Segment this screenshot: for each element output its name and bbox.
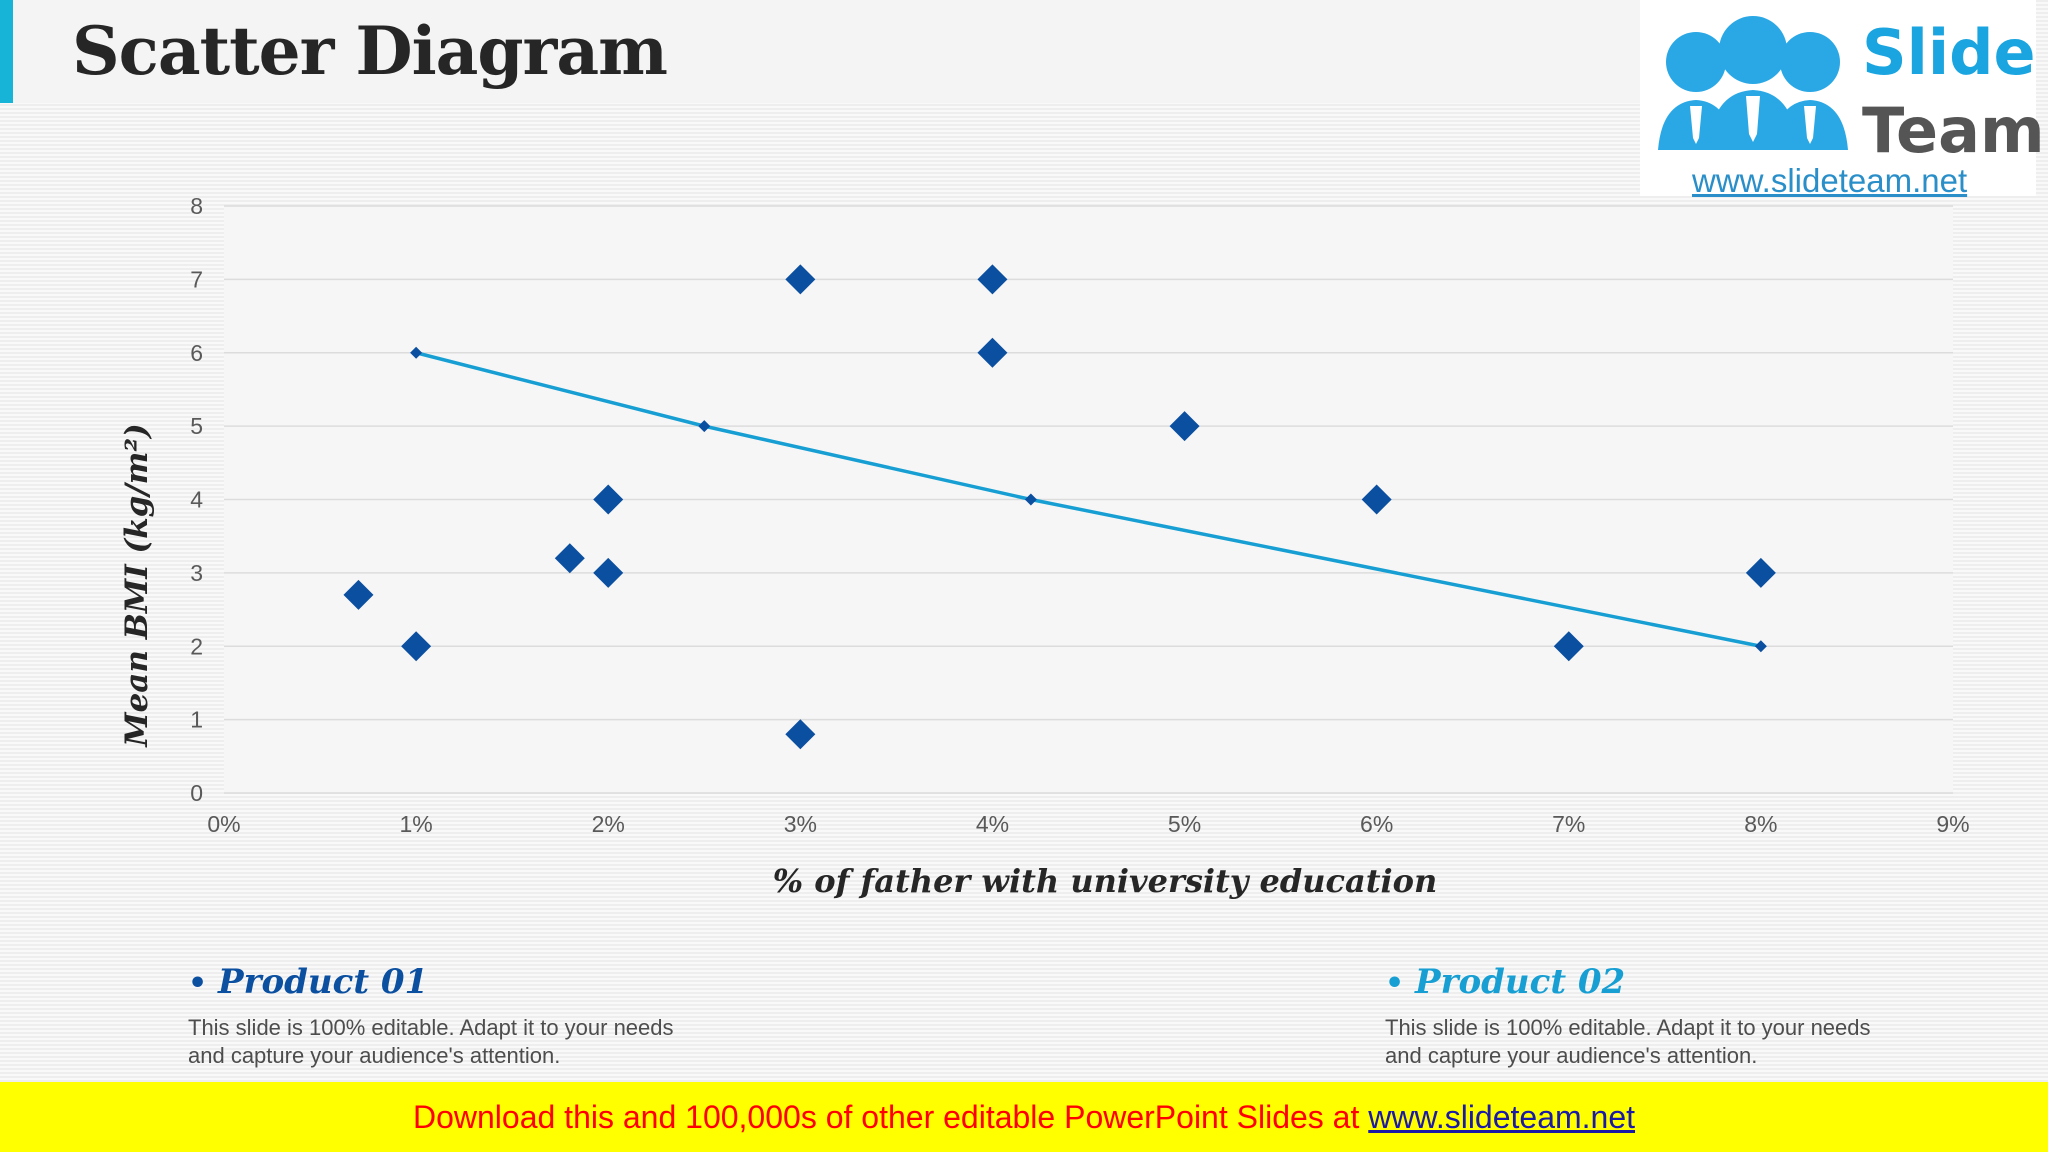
scatter-point [1169, 411, 1200, 442]
chart-series [343, 264, 1776, 750]
scatter-point [977, 337, 1008, 368]
y-tick-label: 8 [190, 193, 203, 219]
legend-item-product-01: • Product 01 This slide is 100% editable.… [188, 962, 708, 1070]
x-tick-label: 5% [1168, 811, 1201, 837]
x-tick-label: 1% [399, 811, 432, 837]
grid-lines [224, 205, 1953, 794]
scatter-point [1745, 557, 1776, 588]
legend-label-product-02: Product 02 [1415, 962, 1626, 1002]
y-tick-label: 5 [190, 413, 203, 439]
line-point-marker [698, 420, 711, 433]
legend-label-product-01: Product 01 [218, 962, 429, 1002]
legend-description-product-01: This slide is 100% editable. Adapt it to… [188, 1015, 674, 1068]
line-point-marker [410, 346, 423, 359]
y-tick-labels: 0 1 2 3 4 5 6 7 8 [190, 193, 203, 806]
line-point-marker [1024, 493, 1037, 506]
scatter-chart: 0 1 2 3 4 5 6 7 8 0% 1% 2% 3% 4% 5% 6% 7% 8% 9% Mean BMI … [119, 193, 1970, 900]
banner-link[interactable]: www.slideteam.net [1368, 1099, 1636, 1135]
people-icon [1658, 16, 1848, 150]
y-axis-title: Mean BMI (kg/m²) [119, 423, 155, 747]
x-axis-title: % of father with university education [773, 862, 1438, 900]
y-tick-label: 3 [190, 560, 203, 586]
x-tick-labels: 0% 1% 2% 3% 4% 5% 6% 7% 8% 9% [207, 811, 1969, 837]
title-accent-bar [0, 0, 13, 103]
legend-description-product-02: This slide is 100% editable. Adapt it to… [1385, 1015, 1871, 1068]
title-band [0, 0, 1640, 103]
series-line-2 [415, 351, 1762, 648]
y-tick-label: 7 [190, 266, 203, 292]
scatter-point [1361, 484, 1392, 515]
line-point-marker [1754, 640, 1767, 653]
banner-text: Download this and 100,000s of other edit… [412, 1099, 1369, 1135]
x-tick-label: 4% [976, 811, 1009, 837]
x-tick-label: 9% [1936, 811, 1969, 837]
scatter-point [401, 631, 432, 662]
y-tick-label: 4 [190, 487, 203, 513]
logo-word-team: Team [1862, 94, 2045, 167]
legend-title-product-01: • Product 01 [188, 962, 708, 1004]
scatter-point [785, 264, 816, 295]
logo-word-slide: Slide [1862, 16, 2036, 89]
scatter-point [977, 264, 1008, 295]
scatter-point [554, 543, 585, 574]
slideteam-logo[interactable]: Slide Team www.slideteam.net [1640, 0, 2045, 199]
bullet-icon: • [1385, 966, 1405, 1001]
x-tick-label: 6% [1360, 811, 1393, 837]
y-tick-label: 0 [190, 780, 203, 806]
x-tick-label: 8% [1744, 811, 1777, 837]
bullet-icon: • [188, 966, 208, 1001]
legend-item-product-02: • Product 02 This slide is 100% editable.… [1385, 962, 1905, 1070]
scatter-point [593, 484, 624, 515]
scatter-point [343, 579, 374, 610]
x-tick-label: 3% [784, 811, 817, 837]
slide-title: Scatter Diagram [72, 12, 668, 90]
x-tick-label: 0% [207, 811, 240, 837]
y-tick-label: 6 [190, 340, 203, 366]
x-tick-label: 7% [1552, 811, 1585, 837]
legend-title-product-02: • Product 02 [1385, 962, 1905, 1004]
download-banner: Download this and 100,000s of other edit… [0, 1082, 2048, 1152]
scatter-point [593, 557, 624, 588]
x-tick-label: 2% [592, 811, 625, 837]
logo-url-link[interactable]: www.slideteam.net [1692, 162, 1968, 199]
scatter-point [1553, 631, 1584, 662]
y-tick-label: 1 [190, 707, 203, 733]
y-tick-label: 2 [190, 633, 203, 659]
scatter-point [785, 719, 816, 750]
